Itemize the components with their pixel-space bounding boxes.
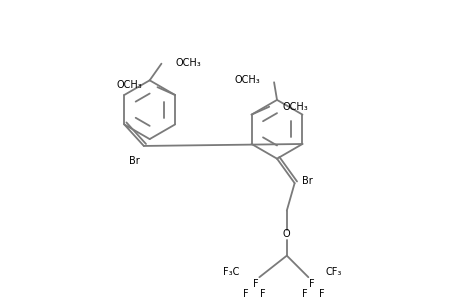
Text: F: F	[260, 289, 266, 299]
Text: F: F	[242, 289, 248, 299]
Text: F: F	[301, 289, 307, 299]
Text: OCH₃: OCH₃	[116, 80, 141, 90]
Text: OCH₃: OCH₃	[175, 58, 201, 68]
Text: OCH₃: OCH₃	[234, 75, 260, 85]
Text: F₃C: F₃C	[223, 267, 239, 277]
Text: CF₃: CF₃	[325, 267, 341, 277]
Text: OCH₃: OCH₃	[282, 102, 308, 112]
Text: Br: Br	[302, 176, 313, 186]
Text: F: F	[319, 289, 324, 299]
Text: F: F	[252, 279, 257, 289]
Text: F: F	[309, 279, 314, 289]
Text: O: O	[282, 229, 290, 239]
Text: Br: Br	[129, 156, 139, 166]
